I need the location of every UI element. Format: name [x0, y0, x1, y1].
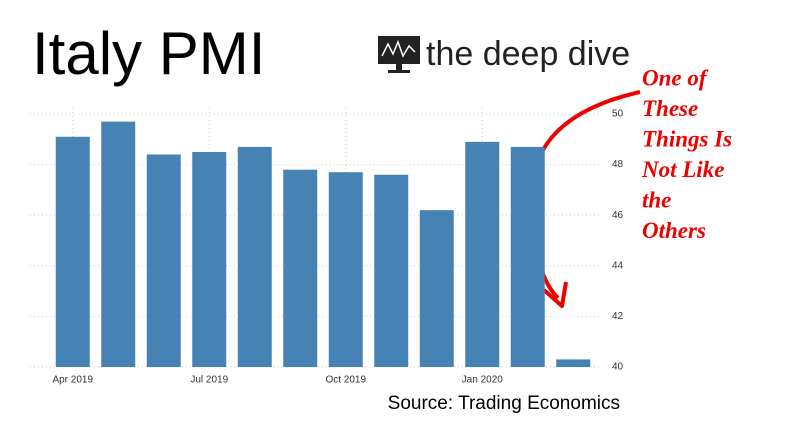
bar: [101, 121, 136, 367]
arrow: [527, 90, 641, 300]
annotation-line: Others: [642, 218, 706, 243]
annotation-line: Not Like: [641, 157, 724, 182]
x-tick-label: Jul 2019: [190, 375, 228, 386]
bar: [328, 172, 363, 367]
arrow-head: [542, 281, 568, 308]
y-tick-label: 48: [612, 159, 624, 170]
x-tick-label: Apr 2019: [52, 375, 93, 386]
annotation: One of These Things Is Not Like the Others: [641, 65, 732, 243]
bar: [237, 146, 272, 367]
y-tick-label: 46: [612, 210, 624, 221]
y-tick-label: 50: [612, 109, 624, 120]
bar: [192, 151, 227, 367]
y-tick-label: 42: [612, 311, 624, 322]
annotation-line: These: [642, 96, 698, 121]
bar: [465, 141, 500, 367]
x-tick-label: Jan 2020: [462, 375, 504, 386]
bar: [146, 154, 181, 367]
logo-text: the deep dive: [426, 35, 630, 73]
annotation-line: the: [642, 187, 671, 212]
bar: [55, 136, 90, 367]
bar: [283, 169, 318, 367]
annotation-line: Things Is: [642, 126, 732, 151]
bar: [374, 174, 409, 367]
annotation-line: One of: [642, 65, 709, 90]
y-tick-label: 40: [612, 362, 624, 373]
y-tick-label: 44: [612, 260, 624, 271]
bar: [510, 146, 545, 367]
source: Source: Trading Economics: [388, 393, 620, 414]
bar: [556, 359, 591, 367]
logo-icon: [378, 36, 420, 73]
bar: [419, 210, 454, 367]
x-tick-label: Oct 2019: [325, 375, 366, 386]
chart-title: Italy PMI: [32, 20, 265, 87]
